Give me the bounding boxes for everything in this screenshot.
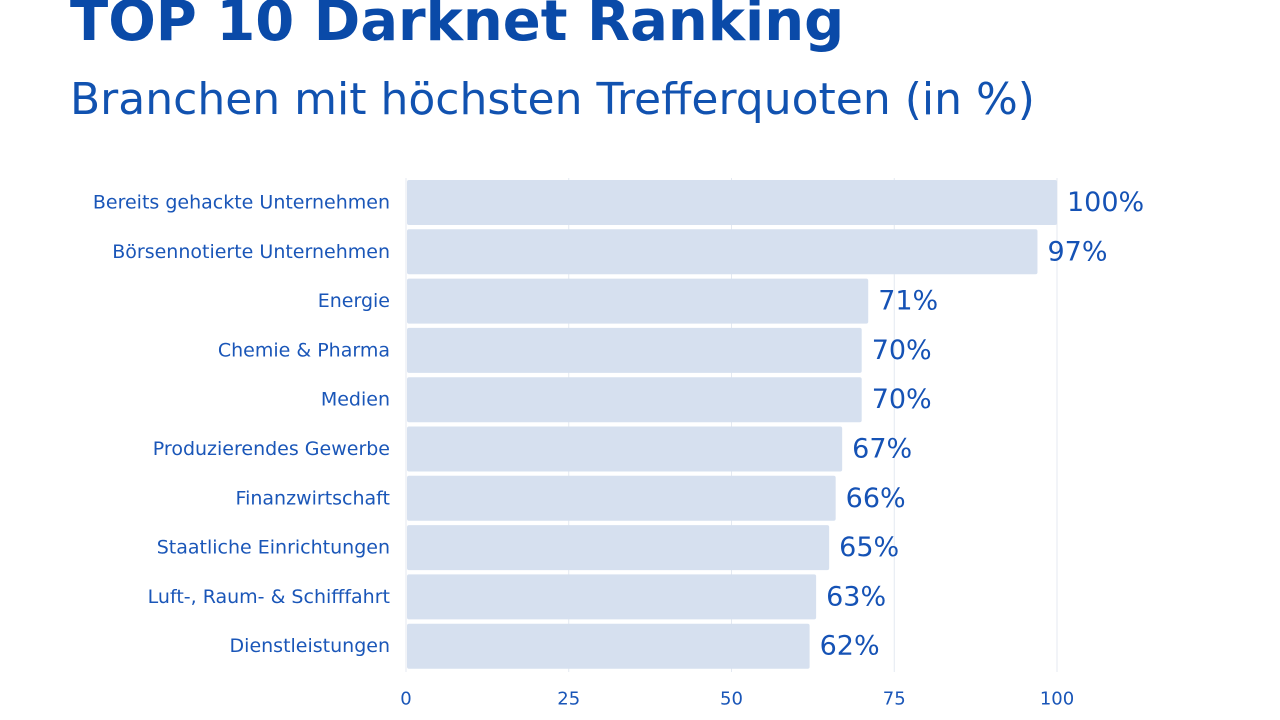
bar[interactable] bbox=[407, 475, 836, 521]
chart-title: TOP 10 Darknet Ranking bbox=[70, 0, 845, 54]
category-label: Luft-, Raum- & Schifffahrt bbox=[148, 586, 390, 608]
bar[interactable] bbox=[407, 426, 843, 472]
category-label: Chemie & Pharma bbox=[218, 339, 390, 361]
value-label: 65% bbox=[839, 532, 899, 563]
bar[interactable] bbox=[407, 229, 1038, 275]
x-tick-label: 100 bbox=[1040, 689, 1074, 710]
x-tick-label: 75 bbox=[883, 689, 906, 710]
category-label: Börsennotierte Unternehmen bbox=[112, 241, 390, 263]
bar[interactable] bbox=[407, 327, 862, 373]
value-label: 70% bbox=[872, 335, 932, 366]
bar[interactable] bbox=[407, 574, 817, 620]
bar[interactable] bbox=[407, 525, 830, 571]
x-tick-label: 25 bbox=[557, 689, 580, 710]
value-label: 67% bbox=[852, 434, 912, 465]
bar[interactable] bbox=[407, 180, 1057, 225]
bar[interactable] bbox=[407, 377, 862, 423]
x-tick-label: 0 bbox=[400, 689, 411, 710]
value-label: 63% bbox=[826, 581, 886, 612]
value-label: 71% bbox=[878, 286, 938, 317]
x-tick-label: 50 bbox=[720, 689, 743, 710]
bar[interactable] bbox=[407, 623, 810, 669]
chart-subtitle: Branchen mit höchsten Trefferquoten (in … bbox=[70, 74, 1035, 125]
bar[interactable] bbox=[407, 278, 869, 324]
category-label: Staatliche Einrichtungen bbox=[157, 537, 390, 559]
category-label: Medien bbox=[321, 389, 390, 411]
value-label: 100% bbox=[1067, 187, 1144, 218]
category-label: Dienstleistungen bbox=[230, 635, 390, 657]
value-label: 62% bbox=[820, 631, 880, 662]
value-label: 97% bbox=[1047, 236, 1107, 267]
category-label: Produzierendes Gewerbe bbox=[153, 438, 390, 460]
category-label: Finanzwirtschaft bbox=[236, 487, 390, 509]
category-label: Energie bbox=[318, 290, 390, 312]
category-label: Bereits gehackte Unternehmen bbox=[93, 192, 390, 214]
value-label: 66% bbox=[846, 483, 906, 514]
value-label: 70% bbox=[872, 384, 932, 415]
